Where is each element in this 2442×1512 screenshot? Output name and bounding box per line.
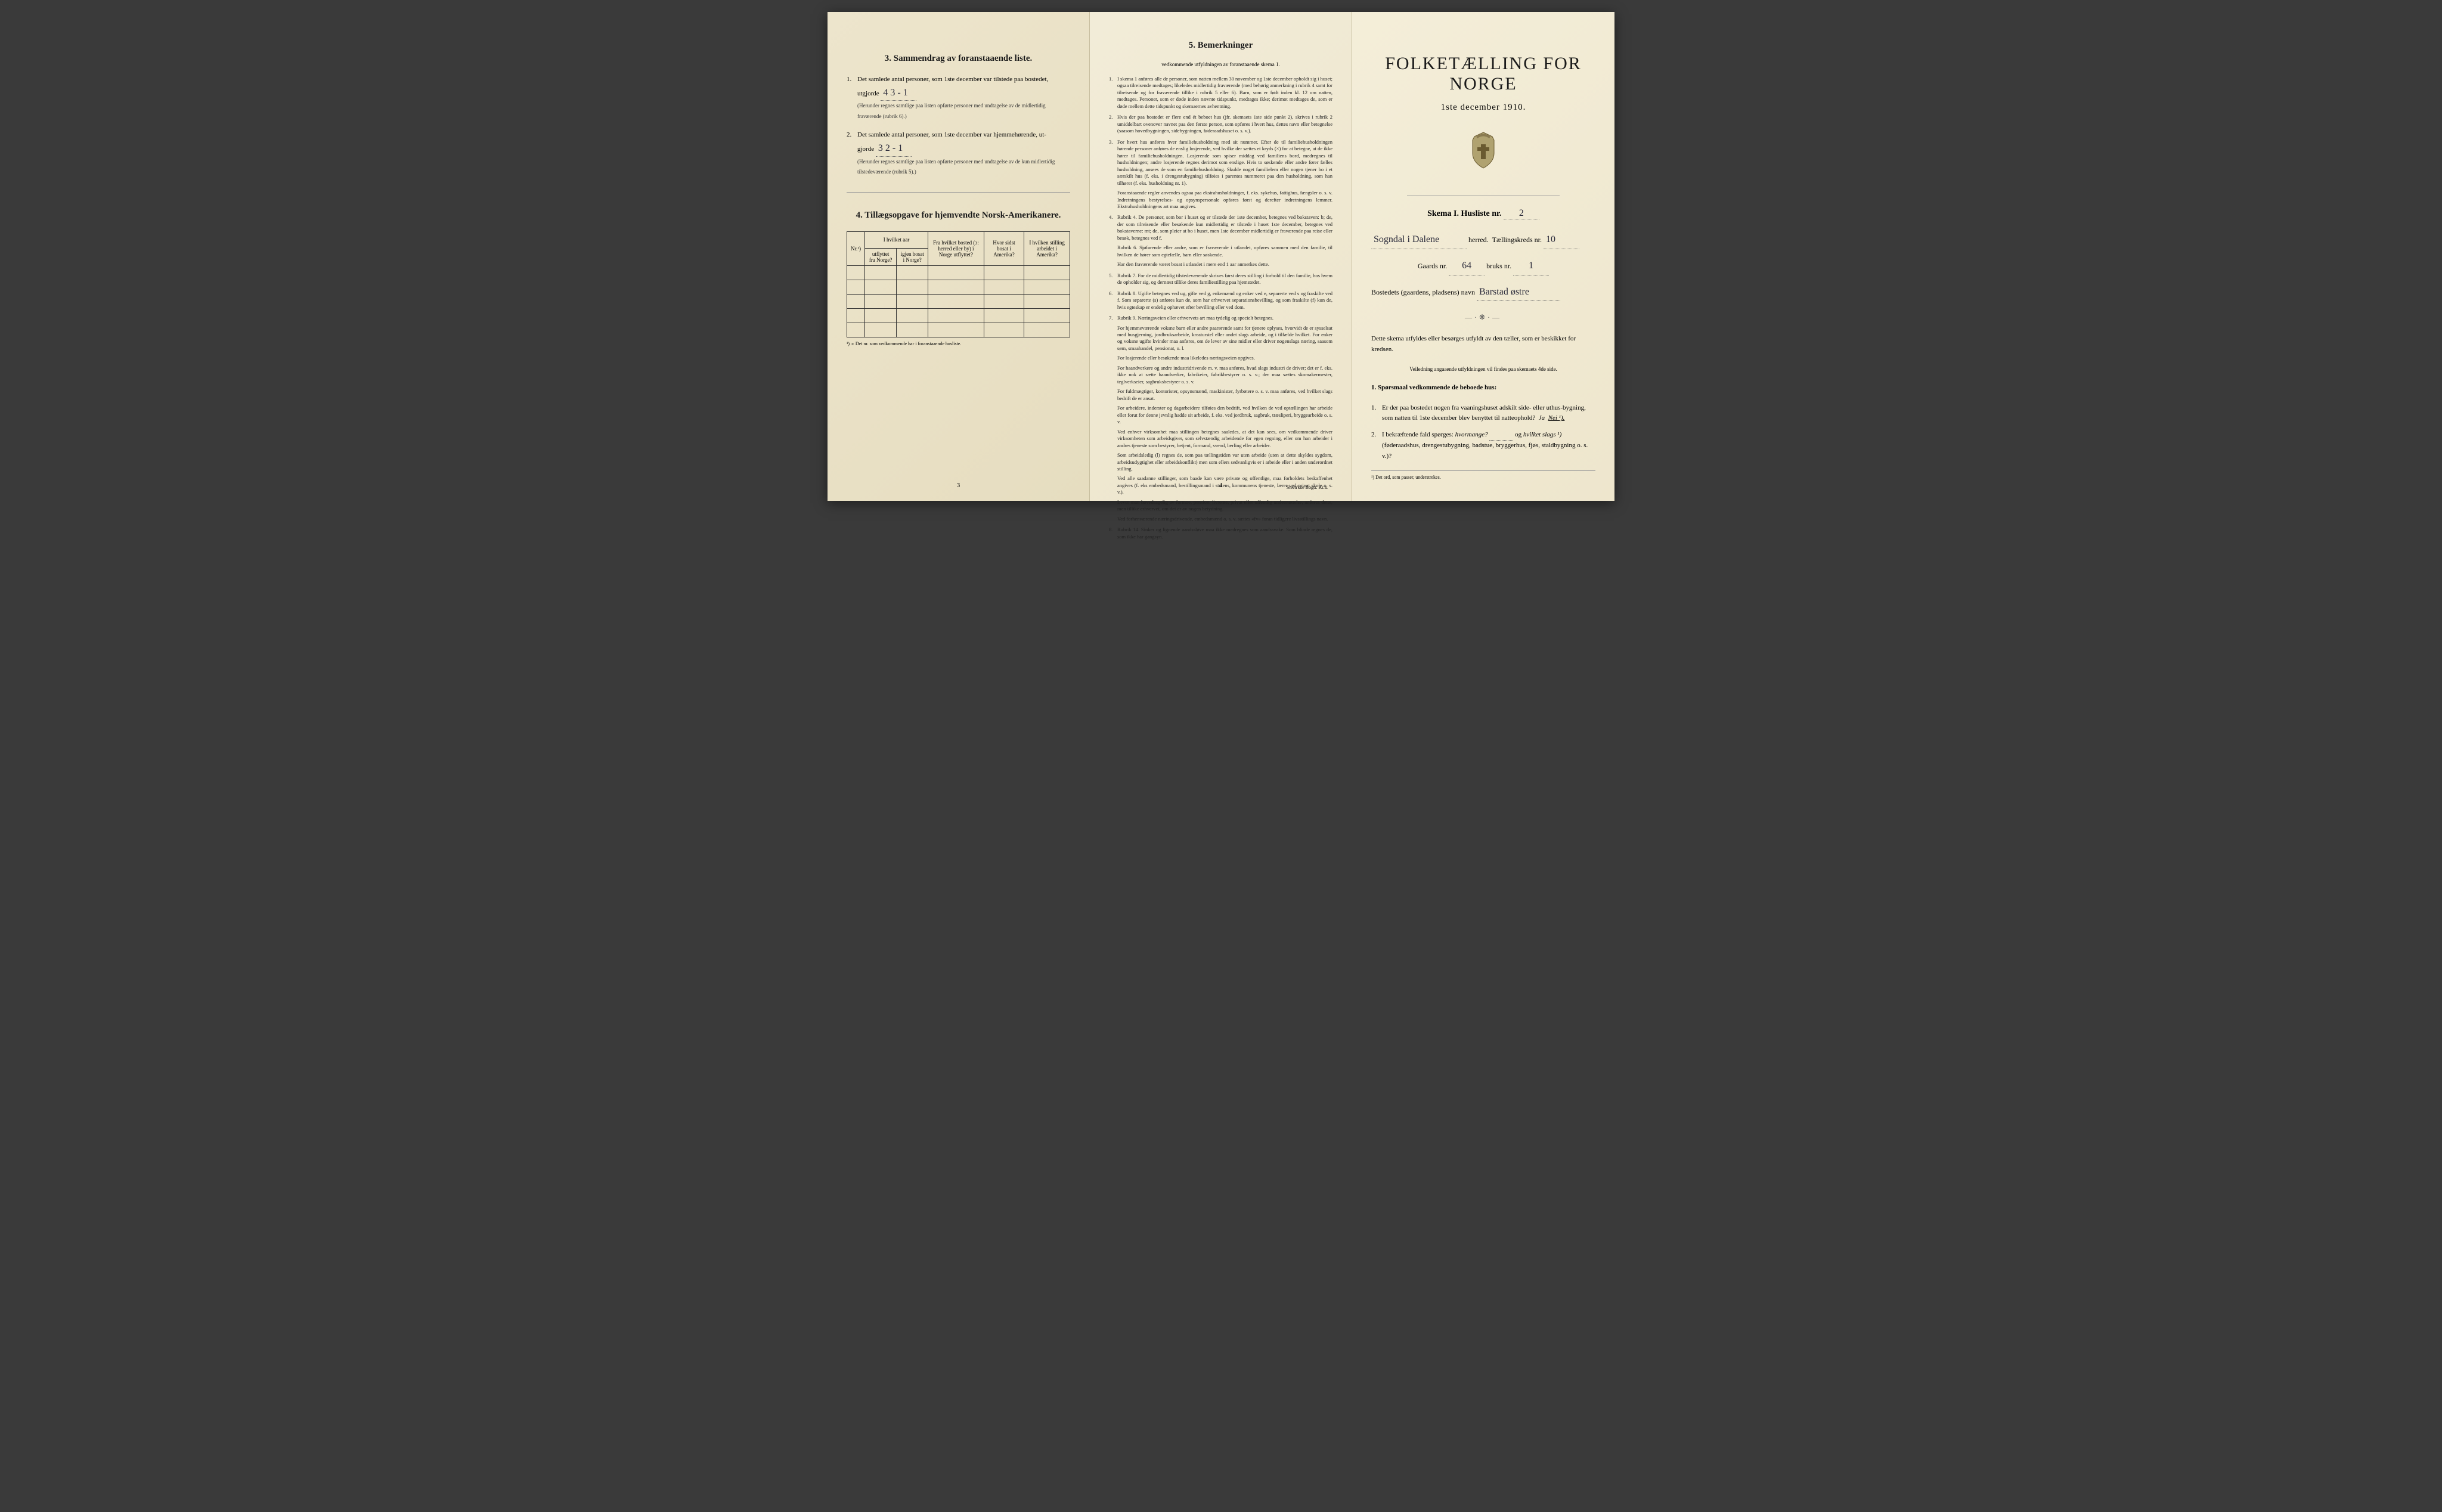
col-from: Fra hvilket bosted (ɔ: herred eller by) … <box>928 231 984 265</box>
section-4-title: 4. Tillægsopgave for hjemvendte Norsk-Am… <box>847 210 1070 221</box>
summary-item-2: 2. Det samlede antal personer, som 1ste … <box>847 130 1070 177</box>
schema-line: Skema I. Husliste nr. 2 <box>1371 208 1595 219</box>
herred-line: Sogndal i Dalene herred. Tællingskreds n… <box>1371 231 1595 249</box>
table-body <box>847 265 1070 337</box>
ornament-icon: ―·❋·― <box>1371 313 1595 322</box>
bosted-name: Barstad østre <box>1477 284 1560 302</box>
section-5-title: 5. Bemerkninger <box>1109 41 1332 51</box>
col-nr: Nr.¹) <box>847 231 865 265</box>
table-footnote: ¹) ɔ: Det nr. som vedkommende har i fora… <box>847 341 1070 346</box>
section-3-title: 3. Sammendrag av foranstaaende liste. <box>847 54 1070 64</box>
divider <box>847 192 1070 193</box>
question-2: 2. I bekræftende fald spørges: hvormange… <box>1382 430 1595 462</box>
page-number: 3 <box>957 482 960 489</box>
census-date: 1ste december 1910. <box>1371 103 1595 113</box>
page-4: 5. Bemerkninger vedkommende utfyldningen… <box>1090 12 1352 501</box>
gaards-line: Gaards nr. 64 bruks nr. 1 <box>1371 258 1595 275</box>
remarks-list: 1.I skema 1 anføres alle de personer, so… <box>1109 76 1332 540</box>
page-3: 3. Sammendrag av foranstaaende liste. 1.… <box>828 12 1090 501</box>
herred-name: Sogndal i Dalene <box>1371 231 1467 249</box>
footnote-underline: ¹) Det ord, som passer, understrekes. <box>1371 475 1595 480</box>
resident-count: 3 2 - 1 <box>876 141 912 157</box>
page-number: 4 <box>1219 482 1223 489</box>
bruks-nr: 1 <box>1513 258 1549 275</box>
bosted-line: Bostedets (gaardens, pladsens) navn Bars… <box>1371 284 1595 302</box>
answer-nei: Nei ¹). <box>1548 414 1565 422</box>
page-1-cover: FOLKETÆLLING FOR NORGE 1ste december 191… <box>1352 12 1614 501</box>
gaards-nr: 64 <box>1449 258 1485 275</box>
col-position: I hvilken stilling arbeidet i Amerika? <box>1024 231 1070 265</box>
section-5-subtitle: vedkommende utfyldningen av foranstaaend… <box>1109 61 1332 67</box>
instruction-sub: Veiledning angaaende utfyldningen vil fi… <box>1371 365 1595 373</box>
question-1: 1. Er der paa bostedet nogen fra vaaning… <box>1382 403 1595 424</box>
coat-of-arms-icon <box>1371 129 1595 179</box>
americans-table: Nr.¹) I hvilket aar Fra hvilket bosted (… <box>847 231 1070 337</box>
present-count: 4 3 - 1 <box>881 85 916 101</box>
census-document: 3. Sammendrag av foranstaaende liste. 1.… <box>828 12 1614 501</box>
husliste-nr: 2 <box>1504 208 1539 219</box>
question-heading: 1. Spørsmaal vedkommende de beboede hus: <box>1371 383 1595 394</box>
summary-item-1: 1. Det samlede antal personer, som 1ste … <box>847 75 1070 122</box>
col-where: Hvor sidst bosat i Amerika? <box>984 231 1024 265</box>
main-title: FOLKETÆLLING FOR NORGE <box>1371 54 1595 94</box>
instruction-main: Dette skema utfyldes eller besørges utfy… <box>1371 334 1595 355</box>
kreds-nr: 10 <box>1544 231 1579 249</box>
printer-mark: Steen'ske Bogtr. Kr.a. <box>1287 485 1328 490</box>
